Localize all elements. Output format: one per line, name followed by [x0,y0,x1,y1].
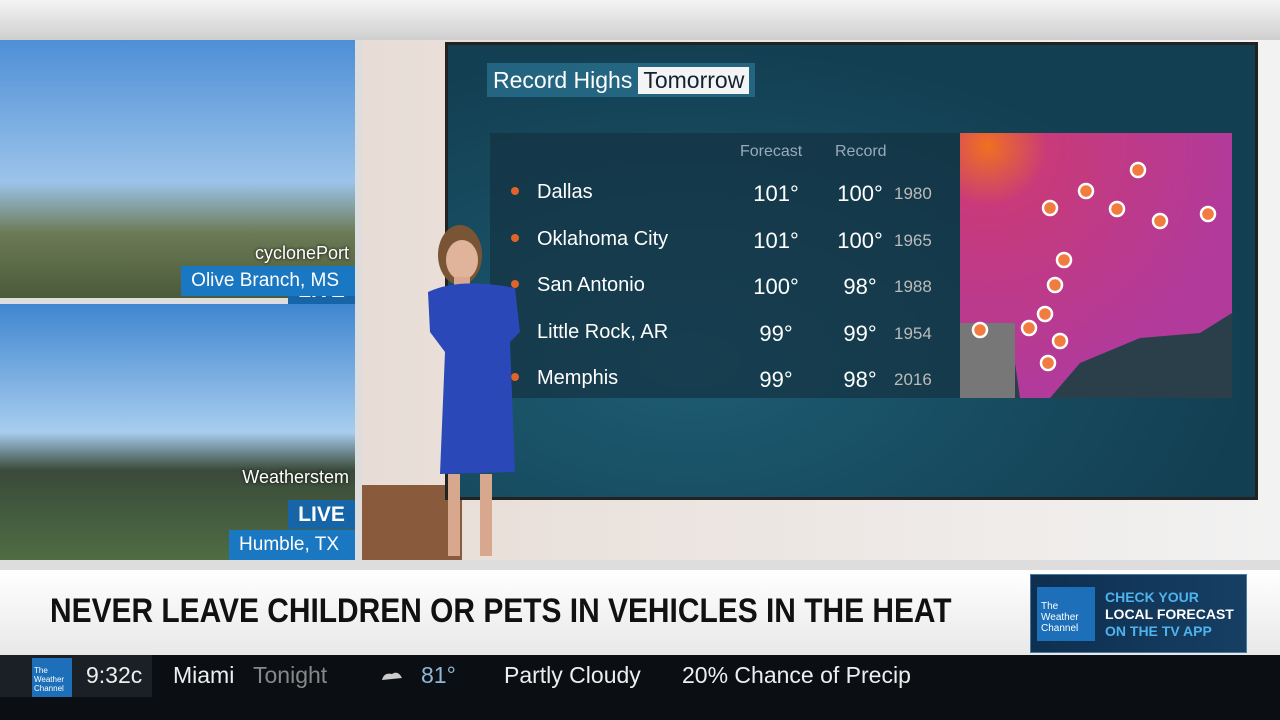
city: Oklahoma City [537,227,669,250]
record: 98° [843,274,877,299]
record-year: 1954 [894,323,932,343]
ticker-temp: 81° [421,662,456,688]
promo-logo: The Weather Channel [1037,587,1095,641]
ticker-city: Miami [173,662,235,688]
bullet [511,373,519,381]
forecast: 99° [759,320,793,346]
live-badge: LIVE [288,500,355,529]
record-row: Oklahoma City 101° 100° 1965 [490,218,960,258]
record-year: 1965 [894,230,932,250]
promo-line: LOCAL FORECAST [1105,606,1234,622]
ticker-precip: 20% Chance of Precip [682,662,911,688]
bullet [511,187,519,195]
presenter [428,225,520,556]
board-title: Record Highs [493,66,633,93]
board-title-highlight: Tomorrow [638,66,750,94]
ticker-period: Tonight [253,662,328,688]
record: 99° [843,320,877,346]
records-table: Forecast Record Dallas 101° 100° 1980 Oklaho… [490,133,960,398]
bullet [511,233,519,242]
weather-icon [382,672,402,680]
record-year: 1988 [894,277,932,296]
camera-feed: Weatherstem LIVE Humble, TX [0,304,355,560]
mexico [960,323,1015,398]
record-year: 1980 [894,184,932,203]
city: San Antonio [537,274,645,296]
forecast: 101° [753,181,799,206]
record: 100° [837,181,883,206]
record-row: Dallas 101° 100° 1980 [490,171,960,211]
camera-label: Weatherstem [242,467,349,487]
record-row: Little Rock, AR 99° 99° 1954 [490,311,960,351]
camera-location: Olive Branch, MS [181,266,355,296]
heat-map [960,133,1232,398]
ticker-time: 9:32c [86,662,143,688]
record-row: San Antonio 100° 98° 1988 [490,264,960,304]
camera-feed: cyclonePort LIVE Olive Branch, MS [0,40,355,305]
bullet [511,280,519,288]
record-row: Memphis 99° 98° 2016 [490,357,960,397]
ticker-logo: The Weather Channel [32,658,72,697]
ticker-condition: Partly Cloudy [504,662,641,688]
forecast: 99° [759,367,793,392]
promo-text: CHECK YOUR LOCAL FORECAST ON THE TV APP [1105,589,1234,640]
promo-line: CHECK YOUR [1105,589,1199,605]
top-band [0,0,1280,40]
city: Memphis [537,367,619,389]
camera-location: Humble, TX [229,530,355,560]
ticker [0,655,1280,720]
record: 100° [837,227,883,253]
camera-label: cyclonePort [254,243,349,263]
record-year: 2016 [894,370,932,389]
record: 98° [843,367,877,392]
city: Dallas [537,181,593,203]
headline: NEVER LEAVE CHILDREN OR PETS IN VEHICLES… [50,592,952,630]
ticker-time-box [0,655,152,697]
board-title-box: Record Highs Tomorrow [487,63,756,97]
promo-line: ON THE TV APP [1105,623,1212,639]
app-promo: The Weather Channel CHECK YOUR LOCAL FOR… [1030,574,1247,653]
forecast: 100° [753,274,799,299]
city: Little Rock, AR [537,320,669,343]
column-header: Forecast [740,143,803,160]
column-header: Record [835,143,887,160]
forecast: 101° [753,227,799,253]
